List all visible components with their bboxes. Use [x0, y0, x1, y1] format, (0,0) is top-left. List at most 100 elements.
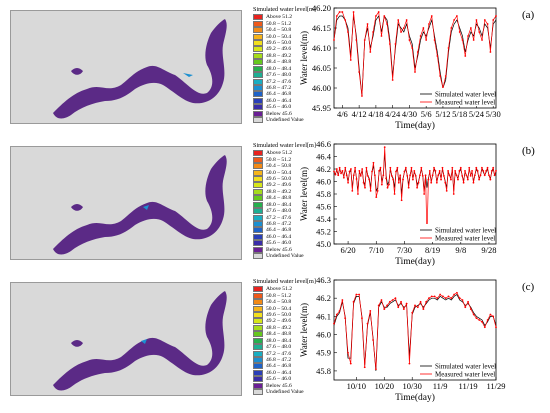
legend-label: 50.8 – 51.2	[266, 292, 292, 299]
measured-point	[483, 19, 486, 21]
measured-point	[430, 15, 433, 17]
y-tick-label: 46.15	[312, 23, 331, 33]
legend-entry: Above 51.2	[253, 286, 328, 293]
legend-entry: 46.4 – 46.8	[253, 91, 328, 98]
legend-label: 49.6 – 50.0	[266, 311, 292, 318]
measured-point	[419, 174, 421, 177]
legend-entry: Above 51.2	[253, 14, 328, 21]
measured-point	[402, 178, 404, 181]
measured-point	[414, 174, 417, 177]
legend-c: Simulated water level[m] Above 51.2 50.8 …	[253, 278, 328, 396]
measured-point	[335, 15, 338, 17]
legend-swatch	[253, 253, 263, 260]
legend-swatch	[253, 33, 263, 40]
measured-point	[475, 317, 478, 320]
measured-point	[369, 51, 372, 53]
measured-point	[453, 19, 456, 21]
legend-entry: 49.6 – 50.0	[253, 175, 328, 182]
legend-entry: 46.0 – 46.4	[253, 369, 328, 376]
panel-label: (b)	[522, 145, 535, 157]
x-tick-label: 4/24	[385, 109, 401, 119]
measured-point	[338, 166, 341, 169]
legend-swatch	[253, 78, 263, 85]
measured-point	[438, 169, 441, 172]
legend-swatch	[253, 292, 263, 299]
measured-point	[451, 166, 454, 169]
measured-point	[439, 293, 442, 296]
legend-entry: 50.8 – 51.2	[253, 156, 328, 163]
y-tick-label: 46.2	[316, 164, 331, 174]
x-axis-label: Time(day)	[395, 392, 435, 403]
measured-point	[373, 174, 376, 177]
legend-swatch	[253, 350, 263, 357]
measured-point	[380, 183, 383, 186]
x-tick-label: 5/30	[486, 109, 501, 119]
legend-label: 47.6 – 48.0	[266, 208, 292, 215]
measured-point	[481, 166, 483, 169]
measured-point	[347, 181, 349, 184]
legend-label: 49.2 – 49.6	[266, 182, 292, 189]
measured-point	[450, 27, 453, 29]
measured-point	[473, 174, 476, 177]
measured-point	[402, 308, 405, 310]
measured-point	[333, 322, 335, 325]
measured-point	[411, 178, 414, 181]
measured-point	[420, 166, 423, 169]
legend-label: Above 51.2	[266, 150, 293, 157]
measured-point	[419, 35, 422, 37]
legend-label: 46.8 – 47.2	[266, 357, 292, 364]
measured-point	[448, 174, 451, 177]
measured-point	[464, 169, 466, 172]
legend-swatch	[253, 201, 263, 208]
chart-svg: 45.8 45.9 46.0 46.1 46.2 46.3 10/10 10/20 10/30 1…	[299, 275, 535, 403]
measured-point	[349, 59, 352, 61]
measured-point	[409, 174, 411, 177]
measured-point	[493, 174, 496, 177]
measured-line	[333, 147, 497, 238]
x-tick-label: 8/19	[425, 245, 440, 255]
measured-point	[372, 31, 375, 33]
measured-point	[435, 181, 438, 184]
legend-entry: Below 45.6	[253, 382, 328, 389]
measured-point	[406, 174, 409, 177]
measured-point	[428, 23, 430, 25]
measured-point	[363, 39, 366, 41]
legend-a: Simulated water level[m] Above 51.2 50.8 …	[253, 6, 328, 124]
chart-c: 45.8 45.9 46.0 46.1 46.2 46.3 10/10 10/20 10/30 1…	[296, 272, 548, 408]
legend-entry: Below 45.6	[253, 110, 328, 117]
measured-point	[410, 166, 413, 169]
measured-point	[372, 339, 375, 341]
legend-swatch	[253, 195, 263, 202]
measured-point	[389, 166, 392, 169]
y-tick-label: 45.95	[312, 103, 331, 113]
measured-point	[395, 170, 397, 173]
measured-point	[433, 39, 436, 41]
measured-point	[351, 189, 354, 192]
measured-point	[416, 51, 419, 53]
y-tick-label: 45.0	[316, 239, 331, 249]
legend-label: 49.2 – 49.6	[266, 46, 292, 53]
x-tick-label: 5/12	[435, 109, 450, 119]
river-shape-a	[53, 19, 227, 119]
measured-point	[490, 169, 493, 172]
measured-point	[458, 31, 461, 33]
measured-point	[430, 181, 433, 184]
measured-point	[378, 169, 380, 172]
legend-label: Above 51.2	[266, 286, 293, 293]
measured-point	[475, 166, 478, 169]
chart-legend-label: Simulated water level	[435, 363, 496, 371]
measured-point	[355, 293, 358, 296]
measured-point	[462, 181, 465, 184]
legend-swatch	[253, 240, 263, 247]
legend-swatch	[253, 369, 263, 376]
legend-label: 48.4 – 48.8	[266, 59, 292, 66]
measured-point	[489, 51, 492, 53]
measured-point	[471, 169, 473, 172]
x-tick-label: 4/6	[337, 109, 348, 119]
x-tick-label: 7/30	[397, 245, 412, 255]
legend-entry: Below 45.6	[253, 246, 328, 253]
y-axis-label: Water level(m)	[299, 167, 309, 221]
legend-entry: 47.6 – 48.0	[253, 72, 328, 79]
measured-point	[428, 169, 431, 172]
legend-swatch	[253, 72, 263, 79]
